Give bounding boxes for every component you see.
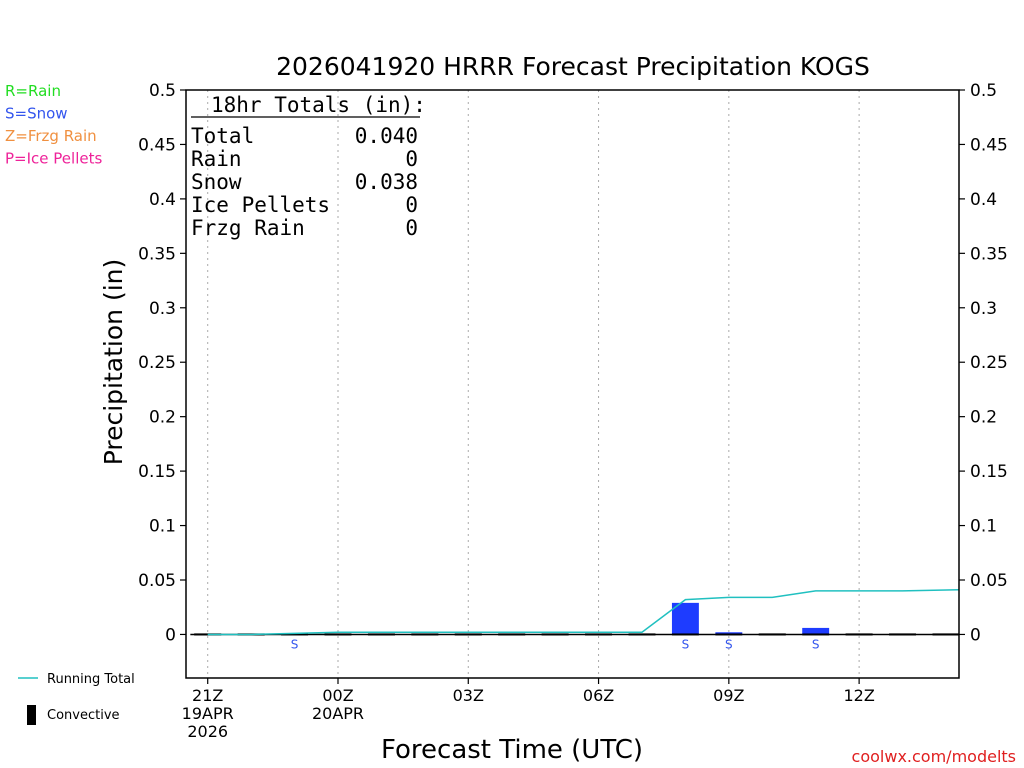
y-tick-label-right: 0.4 [970, 190, 997, 210]
grid-lines [190, 90, 946, 678]
series-legend-label: Running Total [47, 672, 135, 687]
totals-row-label: Ice Pellets [191, 193, 330, 217]
precip-type-marker: S [682, 637, 690, 651]
bars [194, 602, 960, 636]
bar-snow-09Z [715, 632, 743, 635]
y-tick-label-left: 0.3 [149, 299, 176, 319]
bar-convective-03Z [454, 633, 482, 636]
y-tick-label-right: 0.05 [970, 571, 1008, 591]
precip-type-legend: R=Rain S=Snow Z=Frzg Rain P=Ice Pellets [5, 82, 102, 168]
y-tick-label-right: 0.45 [970, 135, 1008, 155]
totals-row-label: Rain [191, 147, 242, 171]
plot-frame [185, 89, 960, 679]
bar-convective-09Z [715, 633, 743, 636]
precip-type-legend-item: S=Snow [5, 105, 68, 123]
series-legend: Running Total Convective [18, 672, 135, 725]
totals-box: 18hr Totals (in): Total 0.040 Rain 0 Snow 0.03… [191, 93, 426, 240]
y-tick-label-right: 0.3 [970, 299, 997, 319]
x-tick-label: 09Z [713, 686, 744, 705]
bar-convective-08Z [671, 633, 699, 636]
precip-type-marker: S [812, 637, 820, 651]
totals-row-value: 0.040 [355, 124, 418, 148]
x-axis-label: Forecast Time (UTC) [381, 735, 643, 765]
precip-type-marker: S [291, 637, 299, 651]
y-tick-label-left: 0.25 [138, 353, 176, 373]
totals-row-value: 0.038 [355, 170, 418, 194]
y-tick-label-right: 0.15 [970, 462, 1008, 482]
totals-row-value: 0 [405, 193, 418, 217]
totals-row-label: Snow [191, 170, 242, 194]
bar-convective-10Z [758, 633, 786, 636]
y-tick-label-left: 0.45 [138, 135, 176, 155]
bar-convective-14Z [932, 633, 960, 636]
precip-type-legend-item: P=Ice Pellets [5, 150, 102, 168]
x-tick-label: 03Z [453, 686, 484, 705]
precip-type-legend-item: R=Rain [5, 82, 61, 100]
bar-convective-00Z [324, 633, 352, 636]
y-tick-label-right: 0.5 [970, 81, 997, 101]
bar-snow-08Z [671, 602, 699, 635]
precip-type-marker: S [725, 637, 733, 651]
y-tick-label-left: 0.35 [138, 244, 176, 264]
totals-row-label: Total [191, 124, 254, 148]
bar-convective-13Z [889, 633, 917, 636]
y-tick-label-right: 0.2 [970, 408, 997, 428]
legend-swatch-convective [27, 705, 36, 725]
y-tick-label-left: 0.05 [138, 571, 176, 591]
x-tick-label: 00Z [322, 686, 353, 705]
x-tick-label: 2026 [187, 722, 228, 741]
y-axis-left: 0 0.05 0.1 0.15 0.2 0.25 0.3 0.35 0.4 0.45 0.5 [138, 81, 186, 645]
y-tick-label-right: 0.25 [970, 353, 1008, 373]
totals-row-value: 0 [405, 147, 418, 171]
totals-title: 18hr Totals (in): [211, 93, 426, 117]
running-total-line [207, 589, 960, 636]
series-line-running-total [207, 589, 960, 636]
y-tick-label-right: 0.35 [970, 244, 1008, 264]
x-tick-label: 19APR [182, 704, 234, 723]
bar-convective-05Z [541, 633, 569, 636]
y-tick-label-right: 0.1 [970, 517, 997, 537]
y-tick-label-right: 0 [970, 625, 981, 645]
totals-row-value: 0 [405, 216, 418, 240]
bar-snow-11Z [802, 627, 830, 635]
y-tick-label-left: 0.15 [138, 462, 176, 482]
y-tick-label-left: 0.2 [149, 408, 176, 428]
bar-convective-06Z [585, 633, 613, 636]
bar-convective-23Z [281, 633, 309, 636]
bar-convective-01Z [367, 633, 395, 636]
precip-type-legend-item: Z=Frzg Rain [5, 127, 97, 145]
x-tick-label: 06Z [583, 686, 614, 705]
totals-row-label: Frzg Rain [191, 216, 305, 240]
y-tick-label-left: 0.4 [149, 190, 176, 210]
series-legend-label: Convective [47, 708, 120, 723]
bar-convective-04Z [498, 633, 526, 636]
x-tick-label: 21Z [192, 686, 223, 705]
y-tick-label-left: 0.5 [149, 81, 176, 101]
x-tick-label: 20APR [312, 704, 364, 723]
y-axis-right: 0 0.05 0.1 0.15 0.2 0.25 0.3 0.35 0.4 0.45 0.5 [959, 81, 1008, 645]
x-tick-label: 12Z [843, 686, 874, 705]
chart-title: 2026041920 HRRR Forecast Precipitation K… [276, 52, 870, 81]
y-axis-label: Precipitation (in) [99, 259, 128, 466]
bar-convective-02Z [411, 633, 439, 636]
bar-convective-11Z [802, 633, 830, 636]
y-tick-label-left: 0 [165, 625, 176, 645]
credit-text: coolwx.com/modelts [852, 747, 1016, 766]
bar-convective-07Z [628, 633, 656, 636]
bar-convective-12Z [845, 633, 873, 636]
y-tick-label-left: 0.1 [149, 517, 176, 537]
